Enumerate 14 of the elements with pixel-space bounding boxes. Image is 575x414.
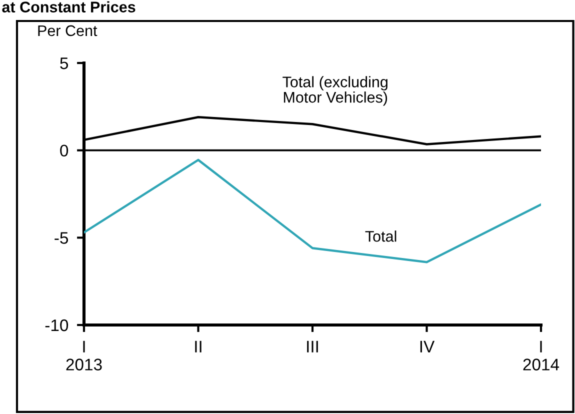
y-axis-title: Per Cent (38, 25, 98, 36)
x-tick-label: IV (420, 340, 435, 352)
y-tick-label: 5 (60, 58, 68, 70)
line-series (84, 158, 541, 264)
chart-title: at Constant Prices (2, 1, 136, 12)
x-tick-label: III (307, 340, 318, 352)
x-tick-label: II (195, 340, 202, 352)
y-tick-label: 0 (60, 144, 68, 157)
series-label: Total (excluding Motor Vehicles) (282, 76, 388, 106)
y-tick-label: -5 (54, 232, 68, 244)
x-tick-label: I 2014 (523, 340, 560, 370)
y-tick-label: -10 (45, 319, 68, 332)
series-label: Total (365, 230, 396, 242)
x-tick-label: I 2013 (66, 340, 102, 370)
